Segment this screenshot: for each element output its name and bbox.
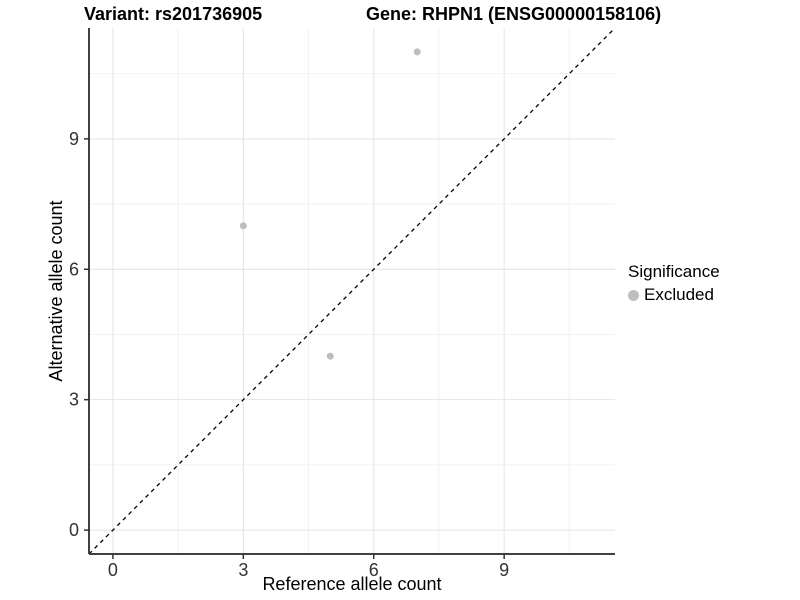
y-tick-label: 9 (69, 129, 79, 149)
identity-dashed-line (88, 27, 616, 555)
x-tick-label: 3 (238, 560, 248, 580)
legend: Significance Excluded (628, 262, 720, 305)
plot-title-variant: Variant: rs201736905 (84, 4, 263, 24)
plot-title-gene: Gene: RHPN1 (ENSG00000158106) (366, 4, 662, 24)
data-point (239, 222, 247, 230)
y-tick-label: 6 (69, 259, 79, 279)
y-tick-label: 0 (69, 520, 79, 540)
legend-entry-label: Excluded (644, 285, 714, 304)
data-point (326, 352, 334, 360)
x-tick-label: 6 (369, 560, 379, 580)
data-point (413, 48, 421, 56)
legend-entry-excluded: Excluded (628, 285, 720, 305)
legend-title: Significance (628, 262, 720, 281)
x-tick-label: 9 (499, 560, 509, 580)
x-axis-title: Reference allele count (262, 574, 442, 594)
y-axis-title: Alternative allele count (46, 200, 66, 382)
x-tick-label: 0 (108, 560, 118, 580)
y-tick-label: 3 (69, 390, 79, 410)
legend-point-icon (628, 289, 639, 301)
